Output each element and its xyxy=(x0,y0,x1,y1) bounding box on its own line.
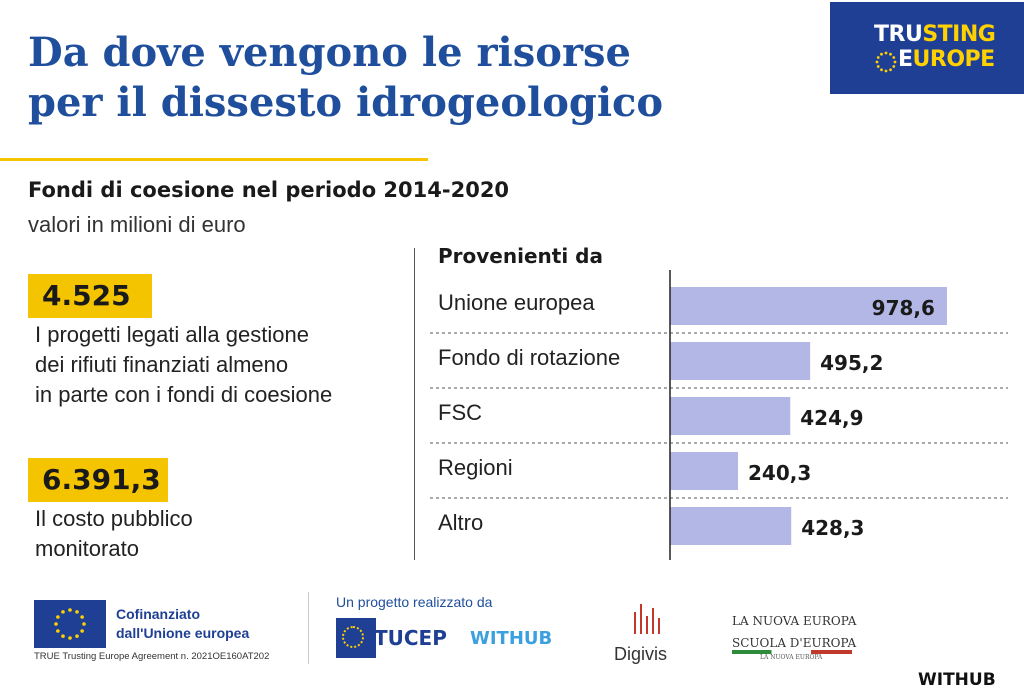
star-icon xyxy=(876,56,880,59)
star-icon xyxy=(80,629,84,633)
star-icon xyxy=(880,68,883,72)
unit-label: valori in milioni di euro xyxy=(28,212,246,237)
star-icon xyxy=(56,615,60,619)
category-label: Unione europea xyxy=(438,290,595,315)
trusting-europe-logo: TRUSTING EUROPE xyxy=(830,2,1024,94)
star-icon xyxy=(56,629,60,633)
star-icon xyxy=(54,622,58,626)
star-icon xyxy=(61,610,65,614)
value-label: 978,6 xyxy=(872,296,935,320)
stat-value-cost: 6.391,3 xyxy=(28,458,168,502)
withub-watermark: WITHUB xyxy=(918,670,996,690)
eu-cofinanced-label: Cofinanziato dall'Unione europea xyxy=(116,606,250,641)
star-icon xyxy=(82,622,86,626)
chart-title: Provenienti da xyxy=(438,244,603,268)
title-line-2: per il dissesto idrogeologico xyxy=(28,79,664,126)
bar xyxy=(670,287,947,325)
value-label: 428,3 xyxy=(801,516,864,540)
star-icon xyxy=(889,68,892,72)
value-label: 424,9 xyxy=(800,406,863,430)
bar xyxy=(670,452,739,490)
category-label: FSC xyxy=(438,400,482,425)
bar xyxy=(670,507,792,545)
eu-stars-icon xyxy=(875,51,897,73)
title-underline xyxy=(0,158,428,161)
star-icon xyxy=(876,65,880,68)
italian-flag-stripe xyxy=(732,650,852,654)
stat-value-projects: 4.525 xyxy=(28,274,152,318)
category-label: Fondo di rotazione xyxy=(438,345,620,370)
category-label: Regioni xyxy=(438,455,513,480)
star-icon xyxy=(893,60,897,64)
stat-description-projects: I progetti legati alla gestione dei rifi… xyxy=(35,322,333,407)
footer-divider xyxy=(308,592,309,664)
nuova-europa-small: LA NUOVA EUROPA xyxy=(760,654,823,661)
logo-text: TRUSTING EUROPE xyxy=(874,22,996,72)
star-icon xyxy=(80,615,84,619)
star-icon xyxy=(75,634,79,638)
star-icon xyxy=(880,52,883,56)
value-label: 240,3 xyxy=(748,461,811,485)
star-icon xyxy=(68,608,72,612)
withub-logo: WITHUB xyxy=(470,628,553,649)
star-icon xyxy=(68,636,72,640)
star-icon xyxy=(884,51,888,55)
value-label: 495,2 xyxy=(820,351,883,375)
tucep-logo-icon xyxy=(336,618,376,658)
title-line-1: Da dove vengono le risorse xyxy=(28,29,631,76)
bar-chart: Unione europea 978,6 Fondo di rotazione 495… xyxy=(430,270,1008,560)
project-by-label: Un progetto realizzato da xyxy=(336,594,493,610)
star-icon xyxy=(75,610,79,614)
digivis-logo-icon xyxy=(634,604,660,634)
page-title: Da dove vengono le risorse per il disses… xyxy=(28,28,748,128)
star-icon xyxy=(892,65,896,68)
vertical-divider xyxy=(414,248,415,560)
tucep-logo: TUCEP xyxy=(374,626,447,650)
star-icon xyxy=(884,69,888,73)
star-icon xyxy=(892,56,896,59)
nuova-europa-logo: LA NUOVA EUROPA SCUOLA D'EUROPA xyxy=(732,614,857,650)
star-icon xyxy=(875,60,879,64)
eu-flag-icon xyxy=(34,600,106,648)
stat-description-cost: Il costo pubblico monitorato xyxy=(35,506,193,561)
category-label: Altro xyxy=(438,510,483,535)
chart-subtitle: Fondi di coesione nel periodo 2014-2020 xyxy=(28,178,510,202)
digivis-logo: Digivis xyxy=(614,644,668,664)
star-icon xyxy=(61,634,65,638)
star-icon xyxy=(889,52,892,56)
agreement-number: TRUE Trusting Europe Agreement n. 2021OE… xyxy=(34,651,270,662)
bar xyxy=(670,397,791,435)
bar xyxy=(670,342,811,380)
